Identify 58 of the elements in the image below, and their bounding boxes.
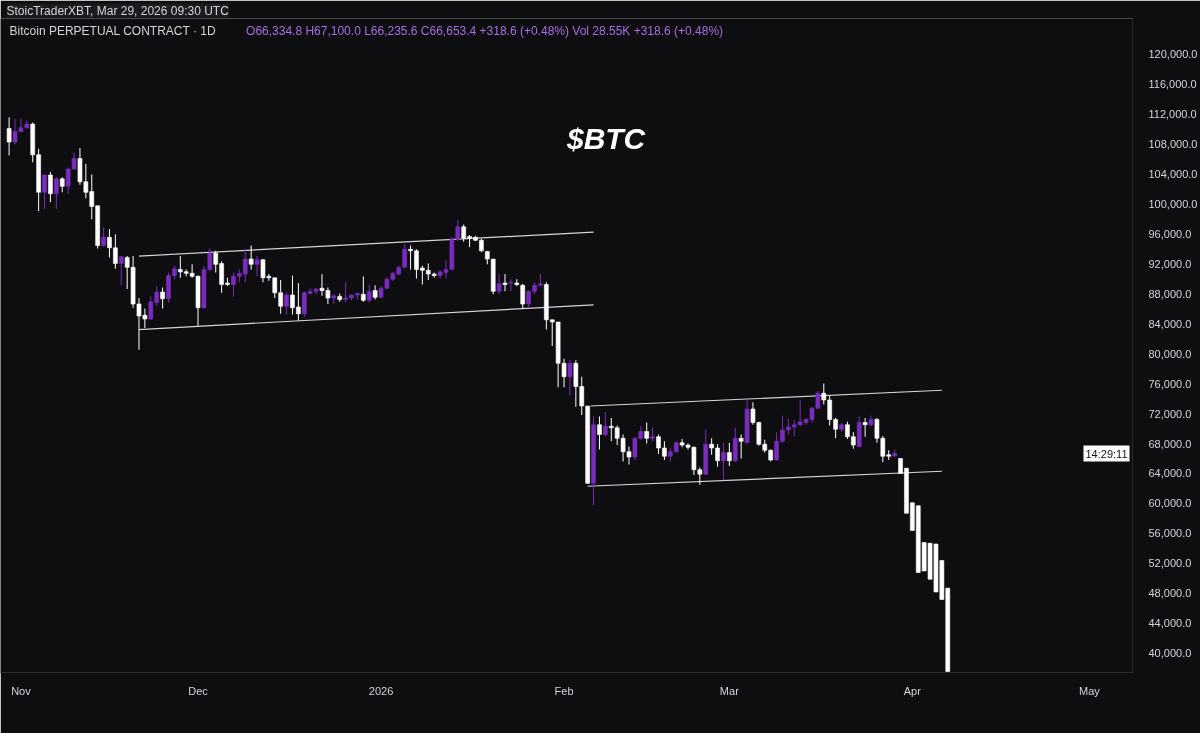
x-tick-label: Apr bbox=[903, 684, 922, 697]
text: O66,334.8 H67,100.0 L66,235.6 C66,653.4 +318.6 (+0.48%) Vol 28.55K +318.6 (+0.48%) bbox=[246, 23, 724, 38]
candlestick bbox=[721, 442, 726, 481]
y-tick-label: 100,000.0 bbox=[1148, 197, 1198, 210]
candlestick bbox=[597, 416, 602, 450]
y-tick-label: 52,000.0 bbox=[1148, 557, 1192, 570]
candlestick bbox=[6, 116, 12, 157]
y-tick-label: 48,000.0 bbox=[1148, 587, 1192, 600]
candlestick bbox=[508, 278, 514, 292]
candlestick bbox=[42, 173, 47, 210]
y-tick-label: 84,000.0 bbox=[1148, 317, 1192, 330]
y-tick-label: 72,000.0 bbox=[1148, 407, 1192, 420]
candlestick bbox=[48, 171, 53, 203]
candlestick bbox=[361, 275, 366, 303]
candlestick bbox=[496, 273, 502, 295]
candlestick bbox=[644, 422, 649, 444]
y-tick-label: 116,000.0 bbox=[1148, 77, 1197, 90]
y-tick-label: 68,000.0 bbox=[1148, 437, 1192, 450]
candlestick bbox=[248, 245, 254, 271]
candlestick bbox=[372, 284, 378, 301]
y-tick-label: 92,000.0 bbox=[1148, 257, 1192, 270]
candlestick bbox=[160, 287, 165, 310]
y-tick-label: 64,000.0 bbox=[1148, 467, 1192, 480]
x-tick-label: Nov bbox=[11, 684, 32, 697]
candlestick bbox=[567, 359, 573, 397]
y-tick-label: 44,000.0 bbox=[1148, 617, 1192, 630]
y-tick-label: 60,000.0 bbox=[1148, 497, 1192, 510]
y-tick-label: 56,000.0 bbox=[1148, 527, 1192, 540]
candlestick bbox=[54, 176, 59, 210]
candlestick bbox=[738, 434, 744, 459]
candlestick bbox=[862, 417, 868, 438]
text: StoicTraderXBT, Mar 29, 2026 09:30 UTC bbox=[6, 3, 230, 18]
candlestick bbox=[254, 255, 260, 277]
candlestick bbox=[856, 416, 862, 448]
candlestick bbox=[727, 442, 732, 467]
y-tick-label: 40,000.0 bbox=[1148, 647, 1192, 660]
y-tick-label: 96,000.0 bbox=[1148, 227, 1192, 240]
y-tick-label: 88,000.0 bbox=[1148, 287, 1192, 300]
annotation: $BTC bbox=[565, 122, 647, 156]
y-tick-label: 80,000.0 bbox=[1148, 347, 1192, 360]
text: Bitcoin PERPETUAL CONTRACT · 1D bbox=[9, 23, 216, 38]
x-tick-label: Mar bbox=[719, 684, 740, 697]
y-tick-label: 120,000.0 bbox=[1148, 47, 1198, 60]
x-tick-label: May bbox=[1079, 684, 1101, 697]
x-tick-label: 2026 bbox=[368, 684, 394, 697]
x-tick-label: Feb bbox=[554, 684, 574, 697]
y-tick-label: 76,000.0 bbox=[1148, 377, 1192, 390]
candlestick bbox=[284, 292, 289, 316]
annotation: 14:29:11 bbox=[1085, 447, 1128, 460]
x-tick-label: Dec bbox=[188, 684, 209, 697]
y-tick-label: 108,000.0 bbox=[1148, 137, 1198, 150]
candlestick bbox=[118, 255, 124, 286]
candlestick bbox=[732, 427, 738, 463]
y-tick-label: 112,000.0 bbox=[1148, 107, 1197, 120]
y-tick-label: 104,000.0 bbox=[1148, 167, 1198, 180]
candlestick bbox=[502, 273, 508, 292]
candlestick bbox=[603, 411, 608, 438]
candlestick bbox=[520, 283, 526, 310]
